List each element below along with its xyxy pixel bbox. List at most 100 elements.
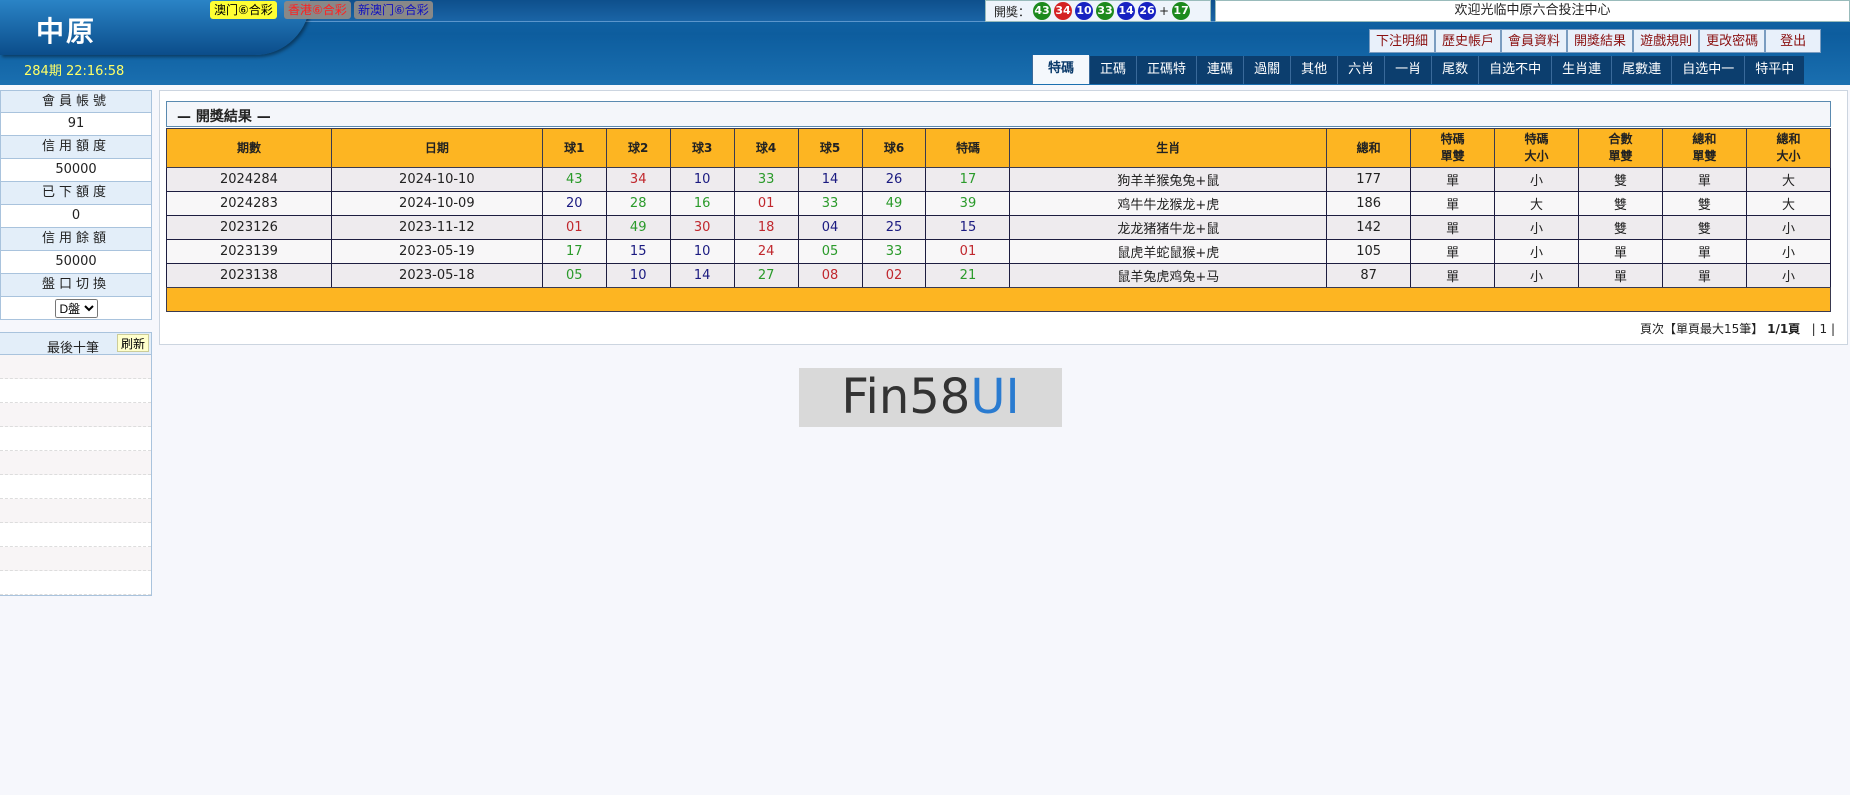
tab-1[interactable]: 正碼 — [1089, 56, 1137, 84]
switch-cell: D盤 — [0, 297, 152, 320]
t_bs-cell: 小 — [1745, 263, 1832, 288]
c_oe-cell: 雙 — [1578, 215, 1663, 240]
last-ten-bets-panel: 最後十筆 刷新 — [0, 332, 152, 596]
special-cell: 01 — [925, 239, 1011, 264]
date-cell: 2024-10-10 — [330, 167, 543, 192]
plus-sign: + — [1159, 4, 1170, 18]
zodiac-cell: 鼠羊兔虎鸡兔+马 — [1009, 263, 1328, 288]
s_oe-cell: 單 — [1410, 263, 1496, 288]
special-cell: 17 — [925, 167, 1011, 192]
watermark-logo: Fin58UI — [799, 368, 1062, 427]
zodiac-cell: 鸡牛牛龙猴龙+虎 — [1009, 191, 1328, 216]
menu-6[interactable]: 登出 — [1765, 29, 1822, 53]
sum-cell: 142 — [1326, 215, 1412, 240]
tab-4[interactable]: 過關 — [1243, 56, 1291, 84]
column-header: 總和 單雙 — [1661, 128, 1747, 168]
top-menu: 下注明細 歷史帳戶 會員資料 開獎結果 遊戲規則 更改密碼 登出 — [1369, 29, 1822, 53]
table-row: 2024283 2024-10-09 20 28 16 01 33 49 39 鸡牛牛龙猴龙+虎 1… — [166, 191, 1832, 216]
refresh-button[interactable]: 刷新 — [116, 334, 149, 352]
tab-2[interactable]: 正碼特 — [1136, 56, 1197, 84]
menu-2[interactable]: 會員資料 — [1501, 29, 1568, 53]
last-bet-row — [0, 571, 151, 595]
t_oe-cell: 單 — [1661, 263, 1747, 288]
tab-12[interactable]: 自选中一 — [1671, 56, 1745, 84]
column-header: 球3 — [669, 128, 735, 168]
menu-1[interactable]: 歷史帳戶 — [1435, 29, 1502, 53]
sidebar-value: 50000 — [0, 251, 152, 274]
ball-cell: 26 — [861, 167, 927, 192]
menu-5[interactable]: 更改密碼 — [1699, 29, 1766, 53]
zodiac-cell: 鼠虎羊蛇鼠猴+虎 — [1009, 239, 1328, 264]
tab-3[interactable]: 連碼 — [1196, 56, 1244, 84]
game-tabs: 特碼 正碼 正碼特 連碼 過關 其他 六肖 一肖 尾数 自选不中 生肖連 尾數連 自选中一 特平中 — [1032, 55, 1805, 84]
tab-6[interactable]: 六肖 — [1337, 56, 1385, 84]
s_oe-cell: 單 — [1410, 167, 1496, 192]
ball-cell: 28 — [605, 191, 671, 216]
last-bet-row — [0, 547, 151, 571]
last-bet-row — [0, 355, 151, 379]
ball-cell: 20 — [541, 191, 607, 216]
pager-pages: 1/1頁 — [1767, 322, 1801, 336]
ball-cell: 18 — [733, 215, 799, 240]
ball-cell: 34 — [605, 167, 671, 192]
last-bet-row — [0, 451, 151, 475]
tab-5[interactable]: 其他 — [1290, 56, 1338, 84]
s_bs-cell: 小 — [1494, 167, 1580, 192]
ball-cell: 49 — [861, 191, 927, 216]
lottery-tab[interactable]: 香港⑥合彩 — [284, 1, 351, 19]
column-header: 球1 — [541, 128, 607, 168]
ball-cell: 14 — [797, 167, 863, 192]
draw-ball: 34 — [1054, 2, 1073, 20]
tab-8[interactable]: 尾数 — [1431, 56, 1479, 84]
s_bs-cell: 小 — [1494, 215, 1580, 240]
column-header: 特碼 單雙 — [1410, 128, 1496, 168]
ball-cell: 10 — [669, 167, 735, 192]
s_bs-cell: 大 — [1494, 191, 1580, 216]
menu-3[interactable]: 開獎結果 — [1567, 29, 1634, 53]
tab-11[interactable]: 尾數連 — [1611, 56, 1672, 84]
draw-ball: 26 — [1138, 2, 1157, 20]
pagination: 頁次【單頁最大15筆】 1/1頁 | 1 | — [1640, 320, 1835, 337]
results-title-bar: — 開獎結果 — — [166, 101, 1831, 127]
ball-cell: 14 — [669, 263, 735, 288]
last-bet-row — [0, 523, 151, 547]
header: 中原 284期 22:16:58 開獎： 43 34 10 33 14 26 +17 欢迎光临… — [0, 0, 1850, 85]
menu-4[interactable]: 遊戲規則 — [1633, 29, 1700, 53]
column-header: 球6 — [861, 128, 927, 168]
column-header: 生肖 — [1009, 128, 1328, 168]
column-header: 期數 — [166, 128, 332, 168]
s_oe-cell: 單 — [1410, 215, 1496, 240]
switch-label: 盤口切換 — [0, 274, 152, 297]
period-cell: 2024284 — [166, 167, 332, 192]
draw-label: 開獎： — [994, 4, 1031, 19]
ball-cell: 05 — [541, 263, 607, 288]
t_bs-cell: 小 — [1745, 215, 1832, 240]
tab-13[interactable]: 特平中 — [1744, 56, 1805, 84]
ball-cell: 33 — [861, 239, 927, 264]
lottery-tab[interactable]: 澳门⑥合彩 — [210, 1, 277, 19]
ball-cell: 04 — [797, 215, 863, 240]
tab-0[interactable]: 特碼 — [1032, 55, 1090, 84]
t_oe-cell: 雙 — [1661, 191, 1747, 216]
menu-0[interactable]: 下注明細 — [1369, 29, 1436, 53]
ball-cell: 10 — [605, 263, 671, 288]
sum-cell: 105 — [1326, 239, 1412, 264]
sidebar: 會員帳號 91 信用額度 50000 已下額度 0 信用餘額 50000 盤口切換 D盤 — [0, 90, 152, 320]
pager-link[interactable]: | 1 | — [1811, 322, 1835, 336]
last-ten-title: 最後十筆 — [47, 341, 100, 356]
last-bet-row — [0, 379, 151, 403]
lottery-tab[interactable]: 新澳门⑥合彩 — [354, 1, 433, 19]
plate-select[interactable]: D盤 — [54, 299, 98, 318]
last-bet-row — [0, 475, 151, 499]
c_oe-cell: 雙 — [1578, 191, 1663, 216]
s_bs-cell: 小 — [1494, 239, 1580, 264]
zodiac-cell: 狗羊羊猴兔兔+鼠 — [1009, 167, 1328, 192]
ball-cell: 17 — [541, 239, 607, 264]
tab-10[interactable]: 生肖連 — [1551, 56, 1612, 84]
sum-cell: 87 — [1326, 263, 1412, 288]
tab-9[interactable]: 自选不中 — [1478, 56, 1552, 84]
special-cell: 15 — [925, 215, 1011, 240]
date-cell: 2023-05-19 — [330, 239, 543, 264]
tab-7[interactable]: 一肖 — [1384, 56, 1432, 84]
draw-ball: 14 — [1117, 2, 1136, 20]
